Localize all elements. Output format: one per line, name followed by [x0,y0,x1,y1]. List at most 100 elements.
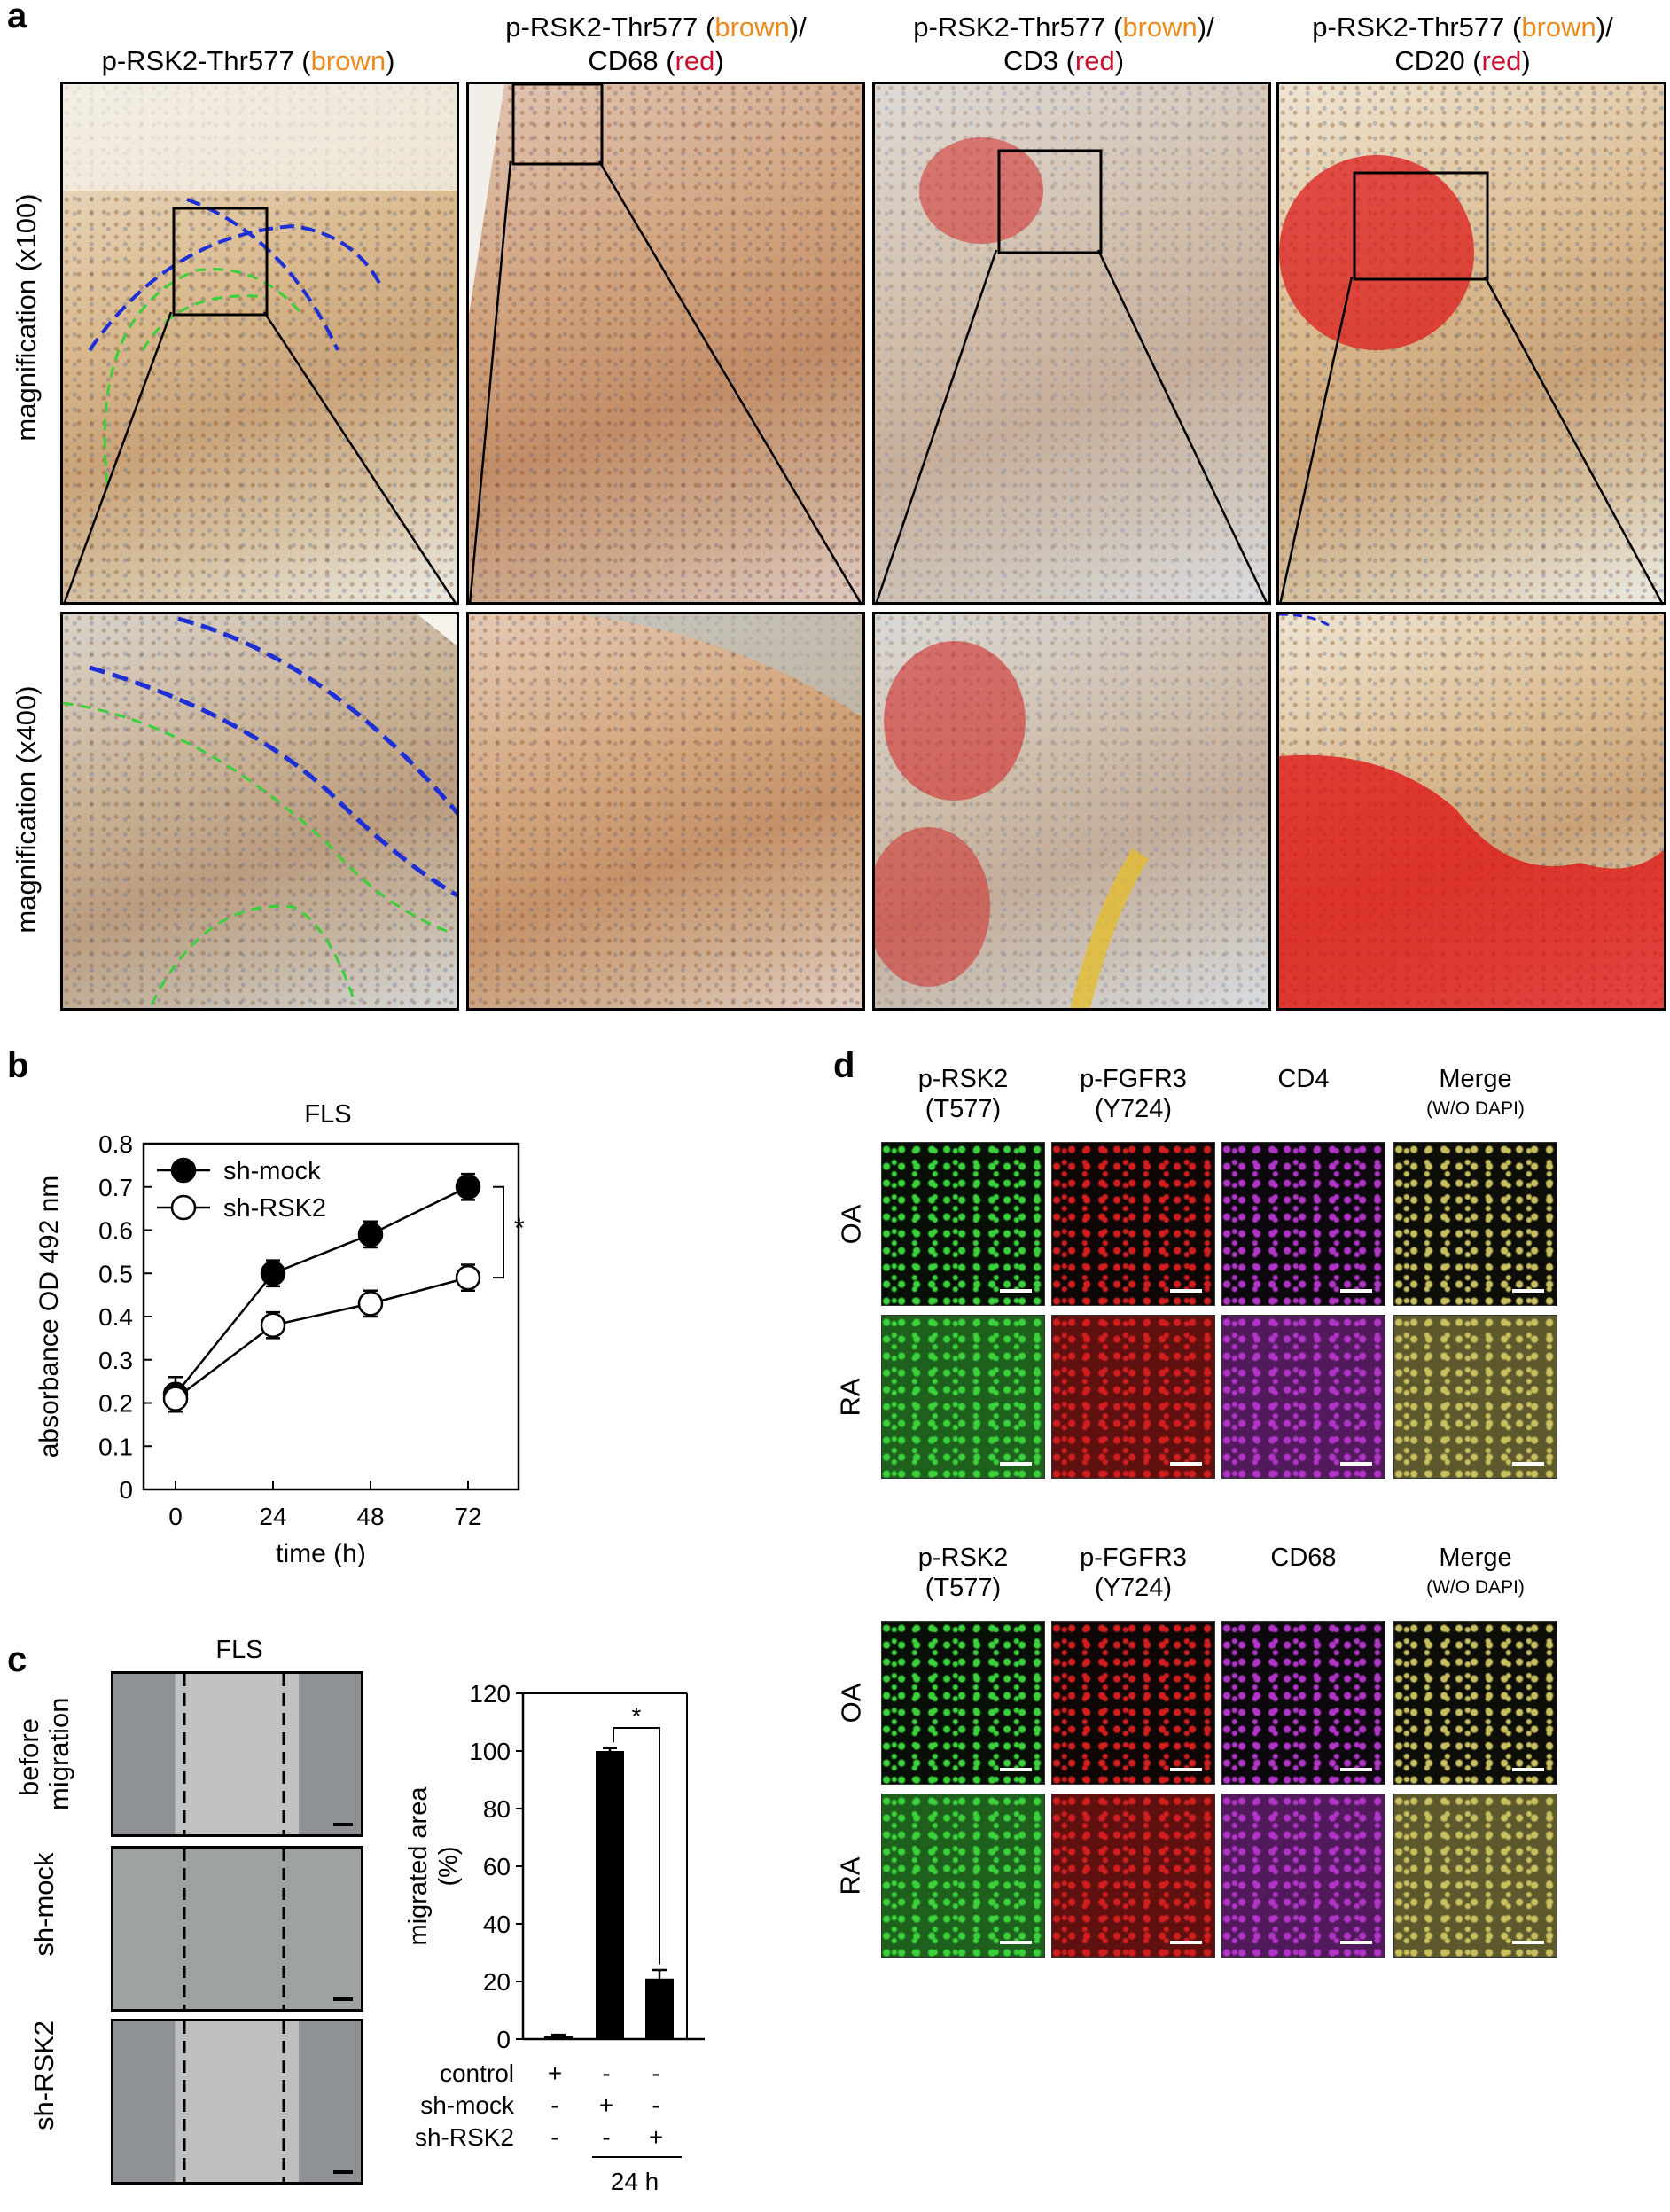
significance-bracket [613,1727,660,1965]
legend-label-sh-RSK2: sh-RSK2 [223,1194,326,1223]
fl-image-OA-2 [1221,1621,1385,1785]
scale-bar [1340,1462,1372,1466]
fl-header-1-0: p-RSK2 (T577) [872,1543,1054,1603]
scale-bar [1340,1768,1372,1771]
zoom-connector-lines [62,160,1665,606]
fl-image-OA-3 [1393,1621,1557,1785]
fl-signal-overlay [1052,1316,1214,1478]
condition-mark: - [602,2060,610,2087]
scale-bar [1000,1768,1032,1771]
row-label-sh-rsk2: sh-RSK2 [28,2020,59,2130]
fl-header-line: p-RSK2 [917,1544,1009,1572]
condition-mark: + [599,2091,613,2119]
scale-bar [1512,1941,1544,1944]
bar-sh-RSK2 [645,1978,674,2039]
fl-header-line: p-FGFR3 [1080,1544,1187,1572]
ihc-image-prsk2-x100 [60,82,459,605]
y-axis-label: absorbance OD 492 nm [35,1176,64,1458]
x-tick-label: 24 [259,1503,286,1530]
fl-header-subline: (T577) [925,1095,1002,1123]
fl-signal-overlay [1052,1143,1214,1305]
panel-a-header-1: p-RSK2-Thr577 (brown) [101,45,395,76]
fl-header-1-2: CD68 [1213,1543,1394,1573]
migration-bar-chart: 0 20 40 60 80 100 120 migrated area(%) * control +… [404,1680,705,2195]
data-point-sh-mock [357,1222,384,1247]
condition-mark: - [652,2060,659,2087]
data-point-sh-mock [260,1261,286,1286]
fl-image-OA-1 [1051,1142,1215,1306]
fl-header-0-2: CD4 [1213,1064,1394,1094]
y-tick-label: 100 [469,1738,511,1765]
data-point-sh-RSK2 [260,1312,286,1338]
fl-row-label-OA: OA [835,1204,867,1245]
migration-image-title: FLS [215,1636,263,1664]
y-tick-label: 0 [119,1476,133,1504]
fl-row-label-RA: RA [834,1856,866,1895]
fl-image-RA-0 [881,1315,1045,1479]
y-axis-label-line: migrated area [404,1786,433,1946]
significance-star: * [632,1702,642,1730]
y-tick-label: 0.5 [98,1260,133,1287]
fl-image-RA-2 [1221,1315,1385,1479]
panel-a-header-4: p-RSK2-Thr577 (brown)/ CD20 (red) [1312,12,1613,76]
x-tick-label: 48 [356,1503,384,1530]
y-axis-label: migrated area(%) [404,1786,463,1946]
y-tick-label: 120 [469,1680,511,1708]
fl-header-line: CD4 [1277,1065,1330,1093]
panel-label-b: b [7,1046,29,1085]
series-line-sh-mock [175,1185,469,1395]
fl-signal-overlay [1052,1622,1214,1784]
fl-header-subline: (Y724) [1094,1095,1173,1123]
immunofluorescence-panel: p-RSK2 (T577) p-FGFR3 (Y724) CD4 Merge (W/O DA… [798,1064,1670,2039]
series-line-sh-RSK2 [175,1276,469,1400]
y-tick-label: 0.4 [98,1303,133,1331]
fl-header-subline: (W/O DAPI) [1426,1098,1525,1119]
x-tick-label: 0 [168,1503,183,1530]
scale-bar [1000,1289,1032,1293]
y-tick-label: 0.6 [98,1217,133,1245]
condition-label-sh-RSK2: sh-RSK2 [415,2123,514,2151]
fl-signal-overlay [1222,1794,1385,1957]
condition-mark: - [550,2091,558,2119]
fl-signal-overlay [1222,1316,1385,1478]
ihc-image-cd68-x100 [466,82,865,605]
scale-bar [1512,1462,1544,1466]
fl-header-subline: (Y724) [1094,1574,1173,1602]
scale-bar [1170,1289,1202,1293]
row-label-sh-mock: sh-mock [28,1852,59,1957]
fl-header-1-1: p-FGFR3 (Y724) [1042,1543,1224,1603]
migration-image-sh-mock [111,1846,363,2012]
condition-label-sh-mock: sh-mock [420,2091,515,2119]
fl-signal-overlay [1222,1622,1385,1784]
panel-label-a: a [7,0,27,35]
fl-header-subline: (W/O DAPI) [1426,1577,1525,1598]
row-label-x400: magnification (x400) [11,685,42,934]
ihc-image-cd20-x100 [1276,82,1666,605]
row-label-before-migration: before migration [13,1697,74,1811]
condition-mark: + [548,2060,562,2087]
panel-a-header-2: p-RSK2-Thr577 (brown)/ CD68 (red) [505,12,807,76]
time-label: 24 h [611,2168,659,2195]
scale-bar [1170,1768,1202,1771]
bar-sh-mock [596,1751,624,2039]
y-tick-label: 40 [483,1911,511,1938]
fl-image-RA-0 [881,1794,1045,1958]
fl-header-1-3: Merge (W/O DAPI) [1385,1543,1566,1603]
fl-header-line: p-FGFR3 [1080,1065,1187,1093]
migration-image-sh-rsk2 [111,2019,363,2185]
y-tick-label: 0 [496,2026,511,2053]
fl-image-OA-0 [881,1621,1045,1785]
ihc-image-cd20-x400 [1276,612,1666,1011]
fl-header-0-1: p-FGFR3 (Y724) [1042,1064,1224,1124]
migration-image-before [111,1671,363,1837]
scale-bar [1000,1462,1032,1466]
y-tick-label: 80 [483,1795,511,1823]
ihc-image-cd68-x400 [466,612,865,1011]
fl-header-line: Merge [1439,1544,1512,1572]
fl-signal-overlay [1394,1622,1557,1784]
growth-line-chart: FLS 0 0.1 0.2 0.3 0.4 0.5 0.6 0.7 0.8 0 24 48 72 time … [35,1100,525,1568]
fl-header-0-0: p-RSK2 (T577) [872,1064,1054,1124]
legend-label-sh-mock: sh-mock [223,1157,321,1185]
y-tick-label: 0.1 [98,1433,133,1460]
condition-mark: - [602,2123,610,2151]
